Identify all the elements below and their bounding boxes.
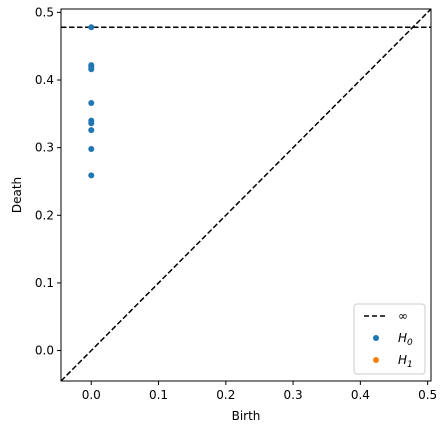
x-tick-label: 0.0 bbox=[82, 388, 101, 402]
plot-frame bbox=[60, 8, 432, 382]
y-tick-label: 0.4 bbox=[35, 73, 54, 87]
y-tick-label: 0.5 bbox=[35, 5, 54, 19]
x-axis-label: Birth bbox=[232, 409, 261, 423]
plot-marks bbox=[60, 8, 432, 382]
point-h0 bbox=[88, 146, 95, 153]
point-h0 bbox=[88, 172, 95, 179]
x-tick-label: 0.1 bbox=[149, 388, 168, 402]
x-tick-label: 0.2 bbox=[216, 388, 235, 402]
point-h0 bbox=[88, 127, 95, 134]
point-h0 bbox=[88, 120, 95, 127]
diagonal-line bbox=[60, 8, 432, 382]
legend-infinity-label: ∞ bbox=[398, 309, 408, 323]
legend: ∞ H0 H1 bbox=[353, 303, 426, 375]
y-tick-label: 0.0 bbox=[35, 344, 54, 358]
legend-box bbox=[353, 303, 426, 375]
x-axis: 0.0 0.1 0.2 0.3 0.4 0.5 bbox=[82, 381, 437, 402]
point-h0 bbox=[88, 66, 95, 73]
y-tick-label: 0.3 bbox=[35, 141, 54, 155]
y-tick-label: 0.2 bbox=[35, 208, 54, 222]
legend-h0-swatch bbox=[373, 335, 379, 341]
y-axis-label: Death bbox=[10, 177, 24, 213]
point-h0 bbox=[88, 100, 95, 107]
point-h0 bbox=[88, 24, 95, 31]
y-tick-label: 0.1 bbox=[35, 276, 54, 290]
legend-h1-swatch bbox=[373, 357, 379, 363]
x-tick-label: 0.4 bbox=[351, 388, 370, 402]
x-tick-label: 0.5 bbox=[418, 388, 437, 402]
x-tick-label: 0.3 bbox=[284, 388, 303, 402]
y-axis: 0.0 0.1 0.2 0.3 0.4 0.5 bbox=[35, 5, 61, 358]
